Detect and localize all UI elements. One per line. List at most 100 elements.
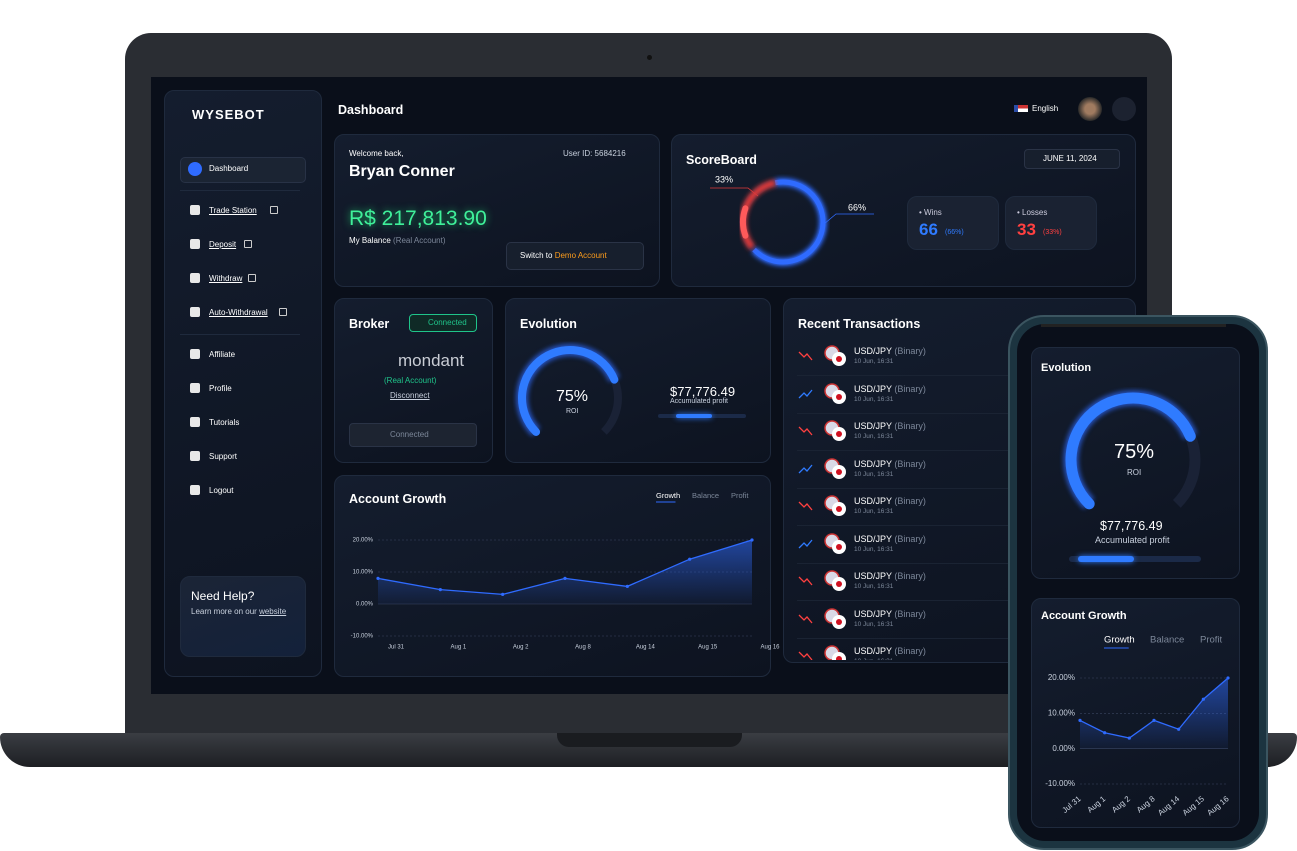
user-id: User ID: 5684216 [563,149,626,158]
broker-account: (Real Account) [384,376,437,385]
switch-link[interactable]: Demo Account [554,251,607,260]
transaction-time: 10 Jun, 16:31 [854,583,894,590]
logout-button[interactable] [1112,97,1136,121]
losses-label: Losses [1022,208,1048,217]
divider [180,334,300,335]
greeting: Welcome back, [349,149,404,158]
phone-roi-label: 75% [1114,441,1155,463]
roi-caption: ROI [566,408,579,415]
transaction-pair: USD/JPY (Binary) [854,496,926,506]
wins-value: 66 [919,220,938,239]
date: JUNE 11, 2024 [1043,154,1097,163]
row-divider [797,375,1117,376]
status-pill [409,314,477,332]
nav-item[interactable]: Support [209,452,238,461]
flag-jp-dot [836,543,842,550]
losses-box [1005,196,1097,250]
brand: WYSEBOT [192,107,265,122]
pair: USD/JPY [854,346,892,356]
avatar[interactable] [1078,97,1102,121]
pair: USD/JPY [854,496,892,506]
switch-text: Switch to Demo Account [520,251,607,260]
connected-button[interactable] [349,423,477,447]
transaction-pair: USD/JPY (Binary) [854,384,926,394]
nav-item[interactable]: Affiliate [209,350,236,359]
nav-item[interactable]: Dashboard [209,164,249,173]
disconnect-link[interactable]: Disconnect [390,391,430,400]
growth-title: Account Growth [349,492,447,506]
nav-icon [190,383,200,393]
phone-profit-track [1069,556,1201,562]
date-picker[interactable] [1024,149,1120,169]
row-divider [797,525,1117,526]
balance-label: My Balance (Real Account) [349,236,446,245]
balance-label: My Balance [349,236,391,245]
transaction-pair: USD/JPY (Binary) [854,459,926,469]
transaction-icons [798,607,846,629]
trend-arrow [798,539,813,548]
transaction-icons [798,420,846,441]
nav-item[interactable]: Profile [209,384,232,393]
kind: (Binary) [894,458,926,469]
transaction-time: 10 Jun, 16:31 [854,508,894,515]
camera [647,55,652,60]
laptop-notch [557,733,742,747]
user-name: Bryan Conner [349,163,455,180]
broker-title: Broker [349,317,390,331]
kind: (Binary) [894,346,926,356]
row-divider [797,487,1117,489]
transaction-time: 10 Jun, 16:31 [854,358,894,365]
nav-item[interactable]: Trade Station [209,206,257,215]
kind: (Binary) [894,571,926,581]
switch-button[interactable] [506,242,644,270]
transaction-time: 10 Jun, 16:31 [854,470,894,478]
trend-arrow [798,501,813,511]
balance: R$ 217,813.90 [349,207,487,230]
transaction-icons [798,345,846,366]
nav-icon [190,417,200,427]
transaction-icons [798,645,846,660]
nav-item[interactable]: Tutorials [209,418,240,427]
nav-item[interactable]: Logout [209,486,234,495]
phone-roi-caption: ROI [1127,468,1142,477]
transaction-pair: USD/JPY (Binary) [854,534,926,544]
row-divider [797,412,1117,414]
pair: USD/JPY [854,571,892,581]
kind: (Binary) [894,421,926,431]
nav-icon [190,349,200,359]
trend-arrow [798,351,813,361]
scoreboard-title: ScoreBoard [686,153,757,167]
wins-label: • Wins [919,208,942,217]
language[interactable]: English [1032,104,1059,113]
trend-arrow [798,464,813,473]
connected-button-text: Connected [390,430,429,439]
pair: USD/JPY [854,646,892,656]
divider [180,190,300,191]
flag-jp-dot [836,506,842,512]
nav-item[interactable]: Withdraw [209,274,243,283]
profit: $77,776.49 [670,384,736,399]
flag-jp-dot [836,431,842,437]
losses-value: 33 [1017,220,1036,239]
profit-caption: Accumulated profit [670,398,728,405]
nav-icon [190,239,200,249]
pair: USD/JPY [854,458,892,469]
transaction-time: 10 Jun, 16:31 [854,395,894,403]
roi-label: 75% [556,388,589,405]
pair: USD/JPY [854,421,892,431]
flag-jp-dot [836,393,842,400]
broker-name: mondant [398,351,465,370]
nav-icon [190,451,200,461]
kind: (Binary) [894,533,926,544]
nav-item[interactable]: Auto-Withdrawal [209,308,268,317]
help-link[interactable]: website [259,607,287,616]
kind: (Binary) [894,496,926,506]
trend-arrow [798,389,813,398]
help-box [180,576,306,657]
nav-item[interactable]: Deposit [209,240,237,249]
transaction-icons [798,495,846,516]
transactions-list: USD/JPY (Binary) 10 Jun, 16:31 USD/JPY (Bi… [783,340,1134,660]
external-icon [244,240,253,248]
flag-jp-dot [836,468,842,475]
